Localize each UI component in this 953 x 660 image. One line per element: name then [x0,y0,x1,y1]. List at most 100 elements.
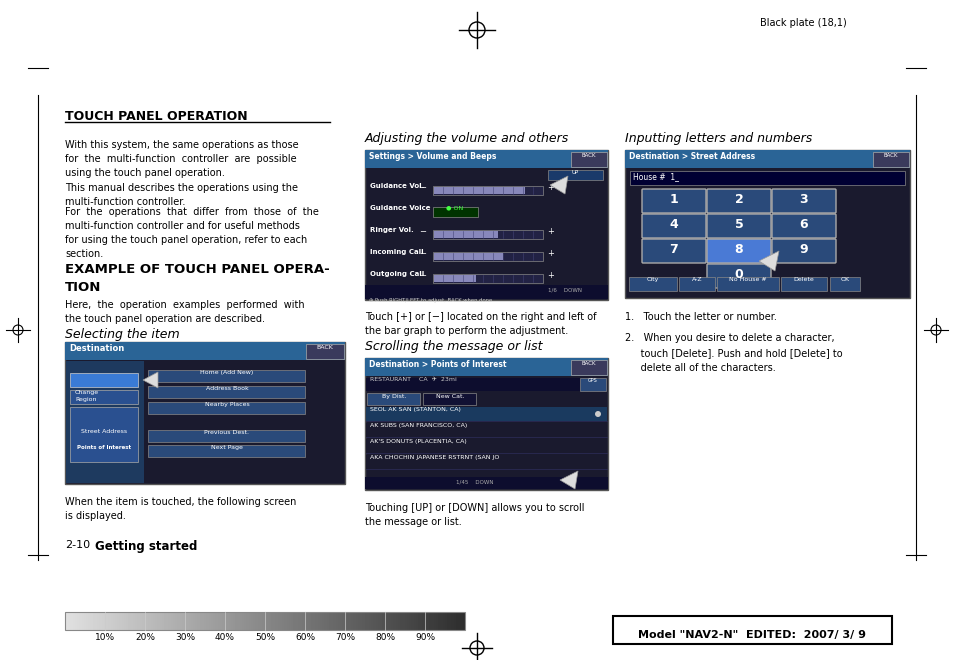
Text: TOUCH PANEL OPERATION: TOUCH PANEL OPERATION [65,110,248,123]
Text: 3: 3 [799,193,807,206]
Bar [434,253,503,260]
Polygon shape [143,372,158,388]
Text: AK'S DONUTS (PLACENTIA, CA): AK'S DONUTS (PLACENTIA, CA) [370,439,466,444]
Text: 6: 6 [799,218,807,231]
Text: Touch [+] or [−] located on the right and left of
the bar graph to perform the a: Touch [+] or [−] located on the right an… [365,312,596,336]
Text: Destination > Street Address: Destination > Street Address [628,152,755,161]
Bar [422,393,476,405]
Bar [366,378,606,391]
Bar [579,378,605,391]
Bar [629,171,904,185]
FancyBboxPatch shape [613,616,891,644]
Text: 0: 0 [734,268,742,281]
Circle shape [595,411,600,417]
Text: When the item is touched, the following screen
is displayed.: When the item is touched, the following … [65,497,296,521]
Text: +: + [547,249,554,258]
Text: 5: 5 [734,218,742,231]
Text: 90%: 90% [415,633,435,642]
Text: 9: 9 [799,243,807,256]
Text: AKA CHOCHIN JAPANESE RSTRNT (SAN JO: AKA CHOCHIN JAPANESE RSTRNT (SAN JO [370,455,498,460]
Bar [65,612,464,630]
Bar [65,342,345,360]
Bar [433,186,542,195]
Text: GPS: GPS [587,378,598,383]
Bar [366,439,606,453]
Bar [366,455,606,469]
Text: 2-10: 2-10 [65,540,90,550]
Polygon shape [759,251,779,271]
Text: Destination: Destination [69,344,124,353]
Text: Home (Add New): Home (Add New) [200,370,253,375]
Bar [829,277,859,291]
Text: With this system, the same operations as those
for  the  multi-function  control: With this system, the same operations as… [65,140,298,178]
Text: Adjusting the volume and others: Adjusting the volume and others [365,132,569,145]
Bar [679,277,714,291]
Text: ⊕ Push RIGHT/LEFT to adjust, BACK when done: ⊕ Push RIGHT/LEFT to adjust, BACK when d… [369,298,492,303]
Text: 8: 8 [734,243,742,256]
Text: Change
Region: Change Region [75,390,99,401]
Text: Touching [UP] or [DOWN] allows you to scroll
the message or list.: Touching [UP] or [DOWN] allows you to sc… [365,503,584,527]
Polygon shape [550,176,567,194]
Bar [148,402,305,414]
Text: Points of Interest: Points of Interest [77,445,131,450]
Text: Incoming Call: Incoming Call [370,249,423,255]
Bar [365,150,607,300]
Bar [434,275,476,282]
Bar [70,407,138,462]
Text: RESTAURANT    CA  ✈  23mi: RESTAURANT CA ✈ 23mi [370,377,456,382]
Text: Outgoing Call: Outgoing Call [370,271,424,277]
FancyBboxPatch shape [641,214,705,238]
Text: 1/6    DOWN: 1/6 DOWN [547,288,581,293]
FancyBboxPatch shape [706,239,770,263]
Text: 4: 4 [669,218,678,231]
Bar [365,150,607,168]
Text: +: + [547,271,554,280]
Bar [366,407,606,421]
Text: Previous Dest.: Previous Dest. [204,430,250,435]
Text: Street Address: Street Address [81,429,127,434]
Polygon shape [559,471,578,489]
Bar [433,230,542,239]
FancyBboxPatch shape [571,360,606,375]
Bar [70,373,138,387]
Bar [365,477,607,489]
FancyBboxPatch shape [771,189,835,213]
Text: Getting started: Getting started [95,540,197,553]
Text: 1: 1 [669,193,678,206]
Text: AK SUBS (SAN FRANCISCO, CA): AK SUBS (SAN FRANCISCO, CA) [370,423,467,428]
Text: BACK: BACK [316,345,334,350]
Bar [148,430,305,442]
Text: −: − [419,249,426,258]
Text: No House #: No House # [728,277,766,282]
Text: Address Book: Address Book [206,386,248,391]
FancyBboxPatch shape [706,214,770,238]
Text: House #  1_: House # 1_ [633,172,679,181]
Bar [66,361,144,483]
Text: 30%: 30% [174,633,194,642]
Text: EXAMPLE OF TOUCH PANEL OPERA-
TION: EXAMPLE OF TOUCH PANEL OPERA- TION [65,263,330,294]
Text: 1/45    DOWN: 1/45 DOWN [456,480,493,485]
Text: 1.   Touch the letter or number.: 1. Touch the letter or number. [624,312,776,322]
Text: This manual describes the operations using the
multi-function controller.: This manual describes the operations usi… [65,183,297,207]
Bar [547,170,602,180]
Text: OK: OK [840,277,849,282]
Text: −: − [419,227,426,236]
Text: Scrolling the message or list: Scrolling the message or list [365,340,542,353]
Text: 80%: 80% [375,633,395,642]
Text: Destination > Points of Interest: Destination > Points of Interest [369,360,506,369]
Text: BACK: BACK [581,153,596,158]
FancyBboxPatch shape [306,344,344,359]
Text: For  the  operations  that  differ  from  those  of  the
multi-function controll: For the operations that differ from thos… [65,207,318,259]
FancyBboxPatch shape [771,214,835,238]
Text: 70%: 70% [335,633,355,642]
Text: 40%: 40% [214,633,234,642]
Text: −: − [419,271,426,280]
Text: Settings > Volume and Beeps: Settings > Volume and Beeps [369,152,496,161]
Bar [781,277,826,291]
FancyBboxPatch shape [706,189,770,213]
Text: Here,  the  operation  examples  performed  with
the touch panel operation are d: Here, the operation examples performed w… [65,300,304,324]
Bar [433,274,542,283]
Bar [70,390,138,404]
Text: 60%: 60% [294,633,314,642]
Text: Nearby Places: Nearby Places [204,402,249,407]
